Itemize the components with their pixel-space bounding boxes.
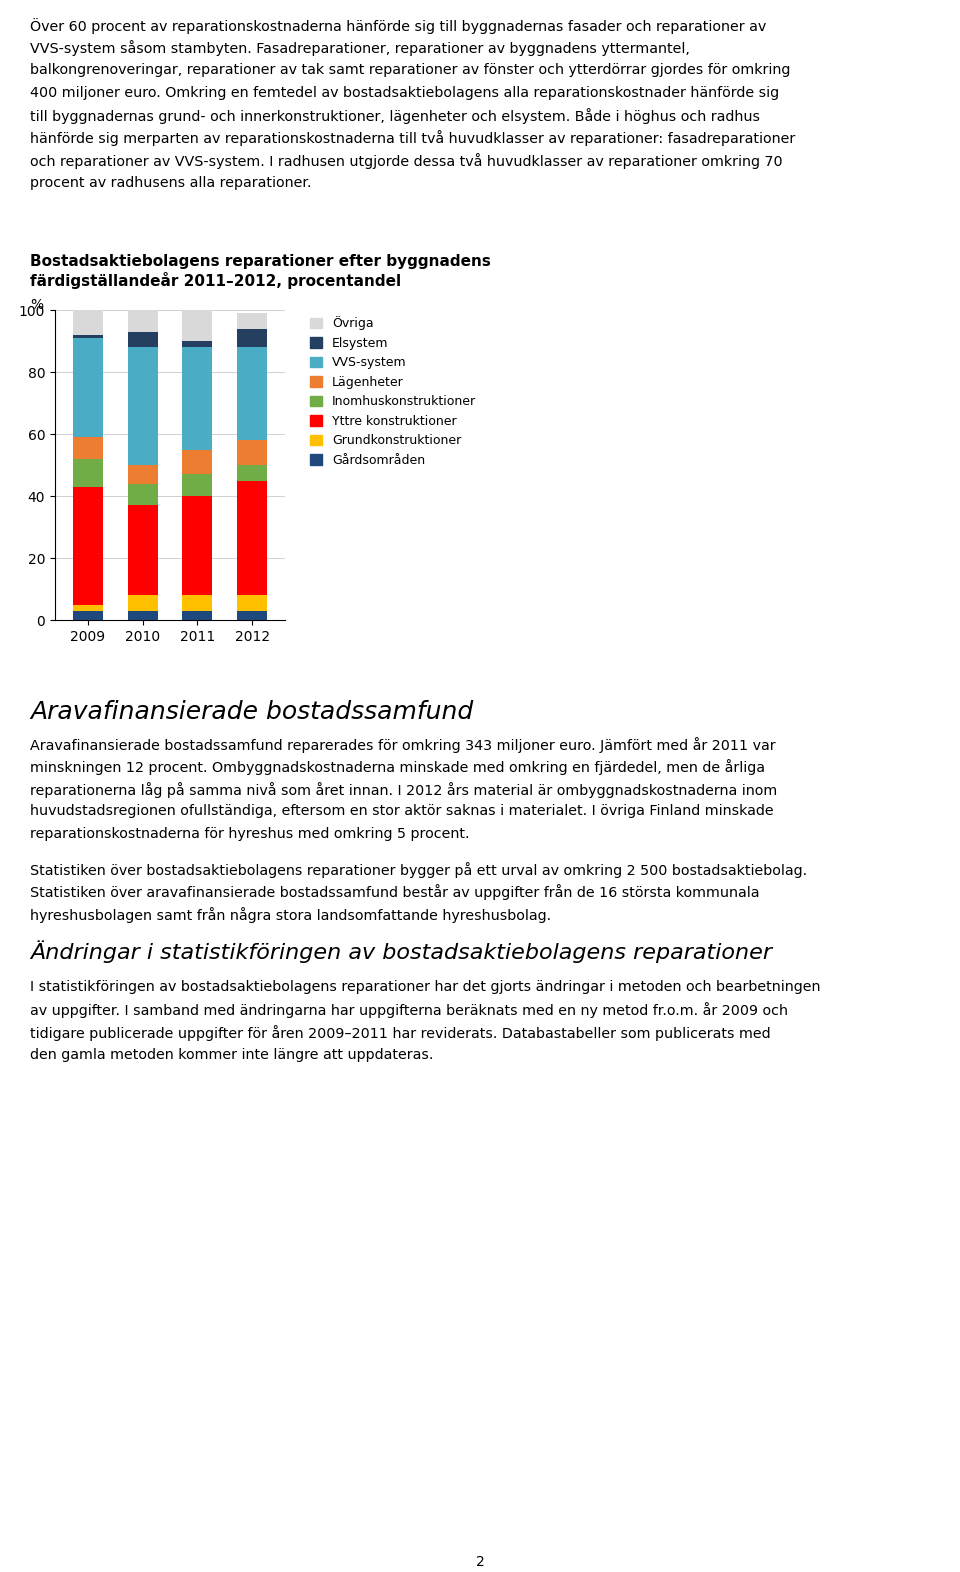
Text: hyreshusbolagen samt från några stora landsomfattande hyreshusbolag.: hyreshusbolagen samt från några stora la… bbox=[30, 907, 551, 923]
Text: I statistikföringen av bostadsaktiebolagens reparationer har det gjorts ändringa: I statistikföringen av bostadsaktiebolag… bbox=[30, 979, 821, 994]
Bar bbox=[237, 329, 267, 347]
Bar bbox=[73, 459, 103, 487]
Text: den gamla metoden kommer inte längre att uppdateras.: den gamla metoden kommer inte längre att… bbox=[30, 1047, 433, 1061]
Text: reparationskostnaderna för hyreshus med omkring 5 procent.: reparationskostnaderna för hyreshus med … bbox=[30, 827, 469, 841]
Bar bbox=[73, 335, 103, 338]
Bar bbox=[128, 310, 157, 332]
Text: Ändringar i statistikföringen av bostadsaktiebolagens reparationer: Ändringar i statistikföringen av bostads… bbox=[30, 940, 772, 962]
Bar bbox=[237, 465, 267, 481]
Text: hänförde sig merparten av reparationskostnaderna till två huvudklasser av repara: hänförde sig merparten av reparationskos… bbox=[30, 130, 795, 146]
Bar bbox=[73, 487, 103, 605]
Bar bbox=[237, 347, 267, 440]
Text: Aravafinansierade bostadssamfund reparerades för omkring 343 miljoner euro. Jämf: Aravafinansierade bostadssamfund reparer… bbox=[30, 737, 776, 753]
Text: 2: 2 bbox=[475, 1555, 485, 1569]
Bar bbox=[182, 310, 212, 341]
Bar bbox=[128, 347, 157, 465]
Bar bbox=[182, 347, 212, 450]
Bar bbox=[73, 437, 103, 459]
Legend: Övriga, Elsystem, VVS-system, Lägenheter, Inomhuskonstruktioner, Yttre konstrukt: Övriga, Elsystem, VVS-system, Lägenheter… bbox=[310, 316, 476, 467]
Bar bbox=[237, 440, 267, 465]
Bar bbox=[182, 610, 212, 619]
Bar bbox=[73, 338, 103, 437]
Bar bbox=[182, 341, 212, 347]
Text: %: % bbox=[30, 299, 43, 311]
Text: 400 miljoner euro. Omkring en femtedel av bostadsaktiebolagens alla reparationsk: 400 miljoner euro. Omkring en femtedel a… bbox=[30, 85, 780, 99]
Bar bbox=[128, 596, 157, 610]
Bar bbox=[128, 332, 157, 347]
Text: färdigställandeår 2011–2012, procentandel: färdigställandeår 2011–2012, procentande… bbox=[30, 272, 401, 289]
Bar bbox=[128, 505, 157, 596]
Bar bbox=[182, 497, 212, 596]
Text: av uppgifter. I samband med ändringarna har uppgifterna beräknats med en ny meto: av uppgifter. I samband med ändringarna … bbox=[30, 1003, 788, 1019]
Bar bbox=[237, 481, 267, 596]
Bar bbox=[73, 610, 103, 619]
Text: och reparationer av VVS-system. I radhusen utgjorde dessa två huvudklasser av re: och reparationer av VVS-system. I radhus… bbox=[30, 152, 782, 168]
Text: till byggnadernas grund- och innerkonstruktioner, lägenheter och elsystem. Både : till byggnadernas grund- och innerkonstr… bbox=[30, 108, 760, 124]
Text: tidigare publicerade uppgifter för åren 2009–2011 har reviderats. Databastabelle: tidigare publicerade uppgifter för åren … bbox=[30, 1025, 771, 1041]
Bar bbox=[237, 313, 267, 329]
Bar bbox=[182, 475, 212, 497]
Text: minskningen 12 procent. Ombyggnadskostnaderna minskade med omkring en fjärdedel,: minskningen 12 procent. Ombyggnadskostna… bbox=[30, 759, 765, 775]
Bar bbox=[73, 605, 103, 610]
Text: Aravafinansierade bostadssamfund: Aravafinansierade bostadssamfund bbox=[30, 700, 473, 725]
Bar bbox=[128, 610, 157, 619]
Text: VVS-system såsom stambyten. Fasadreparationer, reparationer av byggnadens ytterm: VVS-system såsom stambyten. Fasadreparat… bbox=[30, 41, 690, 57]
Bar bbox=[128, 465, 157, 484]
Bar bbox=[237, 596, 267, 610]
Text: Statistiken över bostadsaktiebolagens reparationer bygger på ett urval av omkrin: Statistiken över bostadsaktiebolagens re… bbox=[30, 861, 807, 877]
Text: reparationerna låg på samma nivå som året innan. I 2012 års material är ombyggna: reparationerna låg på samma nivå som åre… bbox=[30, 781, 778, 799]
Bar bbox=[182, 596, 212, 610]
Text: Statistiken över aravafinansierade bostadssamfund består av uppgifter från de 16: Statistiken över aravafinansierade bosta… bbox=[30, 885, 759, 901]
Bar bbox=[128, 484, 157, 505]
Text: procent av radhusens alla reparationer.: procent av radhusens alla reparationer. bbox=[30, 176, 311, 190]
Bar bbox=[237, 610, 267, 619]
Bar bbox=[182, 450, 212, 475]
Text: Bostadsaktiebolagens reparationer efter byggnadens: Bostadsaktiebolagens reparationer efter … bbox=[30, 255, 491, 269]
Text: huvudstadsregionen ofullständiga, eftersom en stor aktör saknas i materialet. I : huvudstadsregionen ofullständiga, efters… bbox=[30, 805, 774, 819]
Text: balkongrenoveringar, reparationer av tak samt reparationer av fönster och ytterd: balkongrenoveringar, reparationer av tak… bbox=[30, 63, 790, 77]
Bar bbox=[73, 310, 103, 335]
Text: Över 60 procent av reparationskostnaderna hänförde sig till byggnadernas fasader: Över 60 procent av reparationskostnadern… bbox=[30, 17, 766, 35]
